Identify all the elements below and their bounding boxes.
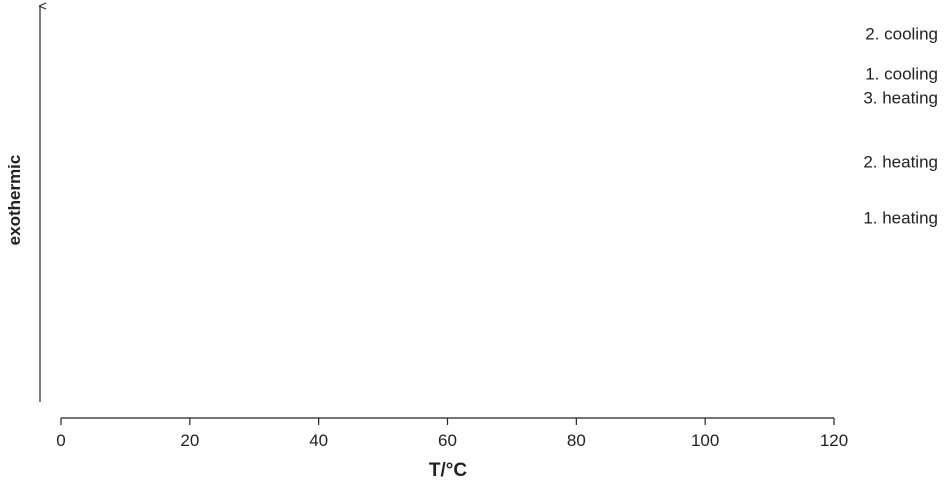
x-tick-label: 100 <box>691 431 719 450</box>
x-tick-label: 80 <box>567 431 586 450</box>
series-label: 2. cooling <box>865 24 938 43</box>
series-label: 1. cooling <box>865 64 938 83</box>
x-tick-label: 120 <box>820 431 848 450</box>
x-tick-label: 40 <box>309 431 328 450</box>
y-axis-label: exothermic <box>5 155 24 246</box>
x-tick-label: 20 <box>180 431 199 450</box>
series-label: 2. heating <box>863 152 938 171</box>
x-tick-label: 0 <box>56 431 65 450</box>
series-label: 3. heating <box>863 88 938 107</box>
x-tick-label: 60 <box>438 431 457 450</box>
x-axis-label: T/°C <box>429 460 467 481</box>
series-label: 1. heating <box>863 208 938 227</box>
